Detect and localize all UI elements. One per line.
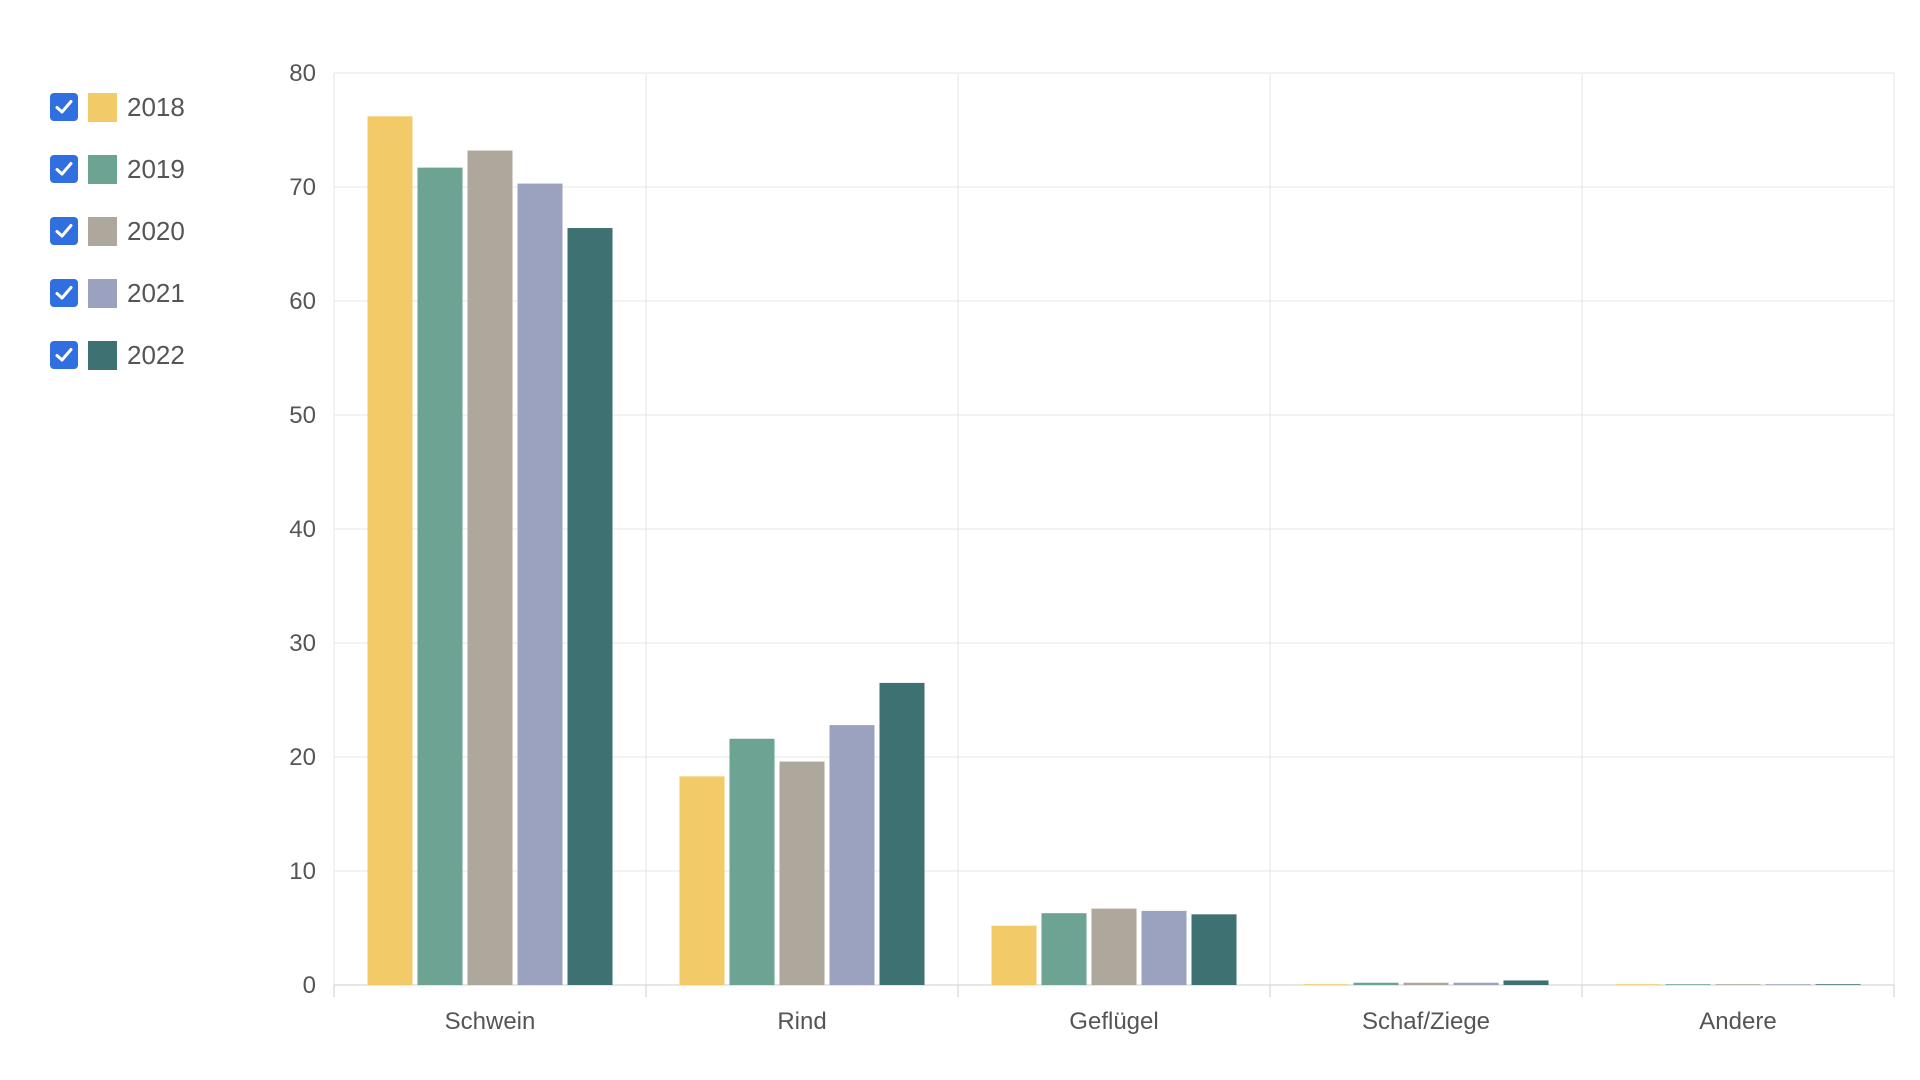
- bar-2018-2: [992, 926, 1037, 985]
- x-tick-label: Geflügel: [1069, 1008, 1158, 1035]
- bar-2022-0: [568, 228, 613, 985]
- x-tick-label: Schwein: [445, 1008, 536, 1035]
- bar-2019-0: [418, 168, 463, 985]
- y-tick-label: 0: [303, 972, 316, 999]
- y-tick-label: 70: [289, 174, 316, 201]
- bar-2021-0: [518, 184, 563, 985]
- bar-2021-2: [1142, 911, 1187, 985]
- bar-2018-1: [680, 776, 725, 985]
- bar-2019-2: [1042, 913, 1087, 985]
- bar-2022-1: [880, 683, 925, 985]
- x-tick-label: Rind: [777, 1008, 826, 1035]
- x-tick-label: Andere: [1699, 1008, 1776, 1035]
- bar-2020-4: [1716, 984, 1761, 985]
- y-tick-label: 30: [289, 630, 316, 657]
- y-tick-label: 80: [289, 60, 316, 87]
- y-tick-label: 60: [289, 288, 316, 315]
- bar-2020-1: [780, 762, 825, 985]
- x-tick-label: Schaf/Ziege: [1362, 1008, 1490, 1035]
- bar-2018-3: [1304, 984, 1349, 985]
- bar-2019-3: [1354, 983, 1399, 985]
- y-tick-label: 10: [289, 858, 316, 885]
- bar-2021-4: [1766, 984, 1811, 985]
- bar-2020-0: [468, 151, 513, 985]
- y-tick-label: 40: [289, 516, 316, 543]
- bar-2018-0: [368, 116, 413, 985]
- bar-2019-1: [730, 739, 775, 985]
- y-tick-label: 50: [289, 402, 316, 429]
- bar-2022-3: [1504, 980, 1549, 985]
- bar-2018-4: [1616, 984, 1661, 985]
- bar-2022-4: [1816, 984, 1861, 985]
- bar-2021-3: [1454, 983, 1499, 985]
- bar-2020-3: [1404, 983, 1449, 985]
- y-tick-label: 20: [289, 744, 316, 771]
- bar-2020-2: [1092, 909, 1137, 985]
- bar-2022-2: [1192, 914, 1237, 985]
- bar-2019-4: [1666, 984, 1711, 985]
- bar-2021-1: [830, 725, 875, 985]
